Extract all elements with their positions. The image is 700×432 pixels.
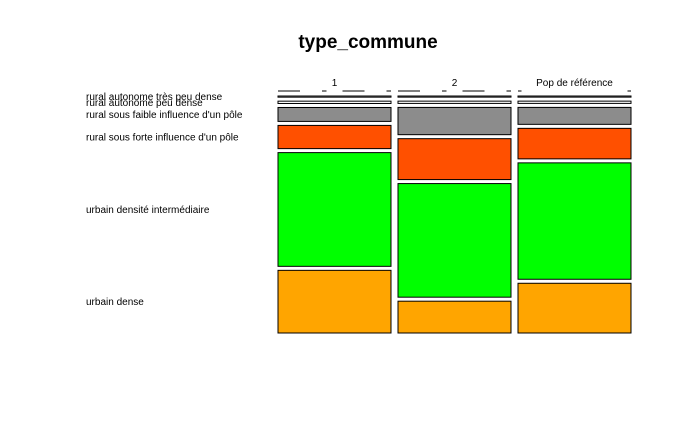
column-label: Pop de référence xyxy=(536,78,613,89)
tile-urbain-densite-intermediaire xyxy=(517,162,632,280)
row-label-urbain-dense: urbain dense xyxy=(86,297,144,308)
row-label-rural-autonome-tres-peu-dense: rural autonome très peu dense xyxy=(86,92,223,103)
tile-rural-autonome-peu-dense xyxy=(277,100,392,104)
row-label-rural-autonome-peu-dense: rural autonome peu dense xyxy=(86,98,203,109)
tile-rural-sous-forte-influence-d-un-pole xyxy=(397,138,512,181)
tile-urbain-densite-intermediaire xyxy=(397,183,512,298)
tile-rural-sous-faible-influence-d-un-pole xyxy=(277,106,392,122)
column-label: 2 xyxy=(452,78,458,89)
tile-urbain-densite-intermediaire xyxy=(277,152,392,267)
row-label-rural-sous-faible-influence-d-un-pole: rural sous faible influence d'un pôle xyxy=(86,110,243,121)
tile-rural-autonome-peu-dense xyxy=(517,100,632,104)
chart-columns: 1 2 Pop de référence xyxy=(277,78,632,334)
tile-urbain-dense xyxy=(397,300,512,334)
tile-rural-autonome-peu-dense xyxy=(397,100,512,104)
tile-rural-sous-forte-influence-d-un-pole xyxy=(517,127,632,160)
row-label-rural-sous-forte-influence-d-un-pole: rural sous forte influence d'un pôle xyxy=(86,133,239,144)
tile-rural-sous-faible-influence-d-un-pole xyxy=(517,106,632,125)
tile-urbain-dense xyxy=(277,269,392,334)
column-pop-de-reference: Pop de référence xyxy=(517,78,632,334)
tile-rural-sous-forte-influence-d-un-pole xyxy=(277,124,392,150)
tile-rural-autonome-tres-peu-dense xyxy=(397,95,512,98)
column-2: 2 xyxy=(397,78,512,334)
row-label-urbain-densite-intermediaire: urbain densité intermédiaire xyxy=(86,205,210,216)
chart-title: type_commune xyxy=(298,32,437,53)
column-label: 1 xyxy=(332,78,338,89)
tile-rural-autonome-tres-peu-dense xyxy=(277,95,392,98)
tile-rural-autonome-tres-peu-dense xyxy=(517,95,632,98)
column-1: 1 xyxy=(277,78,392,334)
tile-rural-sous-faible-influence-d-un-pole xyxy=(397,106,512,136)
tile-urbain-dense xyxy=(517,282,632,334)
